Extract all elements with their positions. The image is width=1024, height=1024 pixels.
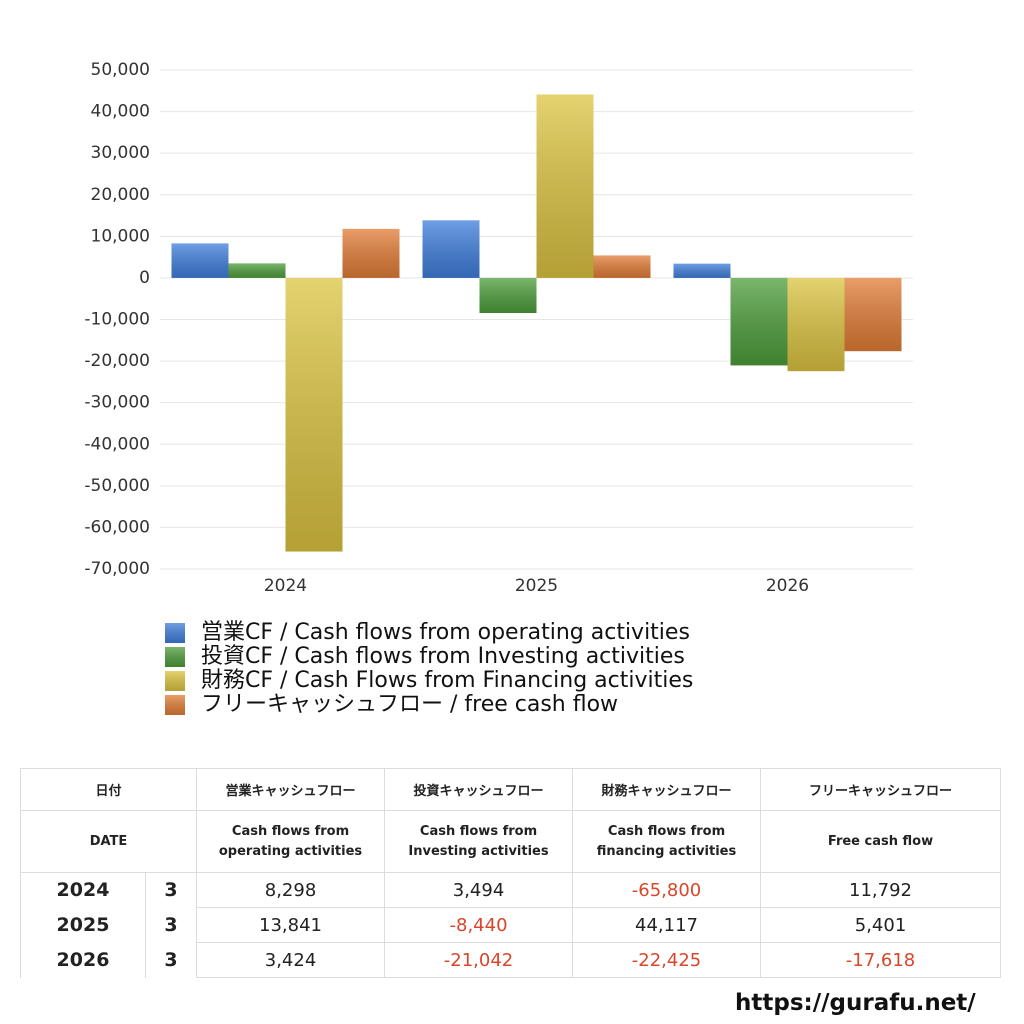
y-tick-label: 50,000 (91, 60, 150, 80)
legend-swatch-shade (165, 671, 185, 691)
table-row: 日付 営業キャッシュフロー 投資キャッシュフロー 財務キャッシュフロー フリーキャッシュ… (19, 768, 1002, 811)
table-cell: 5,401 (760, 907, 1002, 943)
bar-shade (844, 277, 902, 352)
table-cell: 日付 (19, 768, 198, 811)
y-tick-label: 0 (139, 268, 150, 288)
cell-text: Cash flows from financing activities (596, 823, 737, 859)
y-tick-label: 40,000 (91, 102, 150, 122)
y-tick-label: -30,000 (84, 393, 150, 413)
table-cell: 財務キャッシュフロー (572, 768, 762, 811)
legend-label: 営業CF / Cash flows from operating activit… (201, 620, 690, 645)
bar-shade (730, 277, 788, 366)
footer-url: https://gurafu.net/ (735, 990, 976, 1016)
legend-swatch-shade (165, 623, 185, 643)
table-cell: Free cash flow (760, 810, 1002, 873)
data-table: 日付 営業キャッシュフロー 投資キャッシュフロー 財務キャッシュフロー フリーキャッシュ… (19, 768, 1002, 978)
chart: 50,000 40,000 30,000 20,000 10,000 0 -10,000 -2… (84, 60, 913, 717)
table-cell: -65,800 (572, 872, 762, 908)
table-cell: 8,298 (196, 872, 386, 908)
x-tick-label: 2026 (766, 576, 809, 596)
table-cell: 2026 (20, 942, 146, 978)
y-tick-label: -60,000 (84, 517, 150, 537)
table-cell: 11,792 (760, 872, 1002, 908)
table-cell: -17,618 (760, 942, 1002, 978)
y-tick-label: -10,000 (84, 310, 150, 330)
table-cell: -22,425 (572, 942, 762, 978)
table-cell: DATE (19, 810, 198, 873)
bar-shade (673, 263, 731, 278)
x-tick-label: 2025 (515, 576, 558, 596)
table-cell: フリーキャッシュフロー (760, 768, 1002, 811)
y-tick-label: 10,000 (91, 226, 150, 246)
table-cell: 投資キャッシュフロー (384, 768, 574, 811)
legend-swatch-shade (165, 647, 185, 667)
bar-shade (422, 220, 480, 278)
cell-text: Free cash flow (827, 833, 934, 849)
bar-shade (536, 94, 594, 278)
table-cell: 2025 (20, 907, 146, 943)
legend-label: フリーキャッシュフロー / free cash flow (201, 692, 618, 717)
bar-shade (787, 277, 845, 372)
cell-text: Cash flows from operating activities (218, 823, 363, 859)
table-cell: 3 (144, 872, 198, 908)
bar-shade (342, 228, 400, 278)
table-cell: -21,042 (384, 942, 574, 978)
table-cell: 営業キャッシュフロー (196, 768, 386, 811)
table-cell: 44,117 (572, 907, 762, 943)
bar-shade (285, 277, 343, 552)
table-cell: 3 (144, 942, 198, 978)
cell-text: Cash flows from Investing activities (408, 823, 549, 859)
table-cell: 3,494 (384, 872, 574, 908)
table-cell: 3 (144, 907, 198, 943)
bar-shade (228, 263, 286, 278)
y-tick-label: -70,000 (84, 559, 150, 579)
y-tick-label: -50,000 (84, 476, 150, 496)
table-cell: 3,424 (196, 942, 386, 978)
bar-shade (593, 255, 651, 278)
bar-shade (479, 277, 537, 314)
x-tick-label: 2024 (264, 576, 307, 596)
legend-label: 投資CF / Cash flows from Investing activit… (201, 644, 685, 669)
table-cell: 13,841 (196, 907, 386, 943)
table-cell: Cash flows from Investing activities (384, 810, 574, 873)
table-cell: -8,440 (384, 907, 574, 943)
table-row: 2024 3 8,298 3,494 -65,800 11,792 (20, 872, 1002, 908)
legend-swatch-shade (165, 695, 185, 715)
table-cell: Cash flows from financing activities (572, 810, 762, 873)
bar-shade (171, 243, 229, 278)
table-row: 2025 3 13,841 -8,440 44,117 5,401 (20, 907, 1002, 943)
y-tick-label: -40,000 (84, 434, 150, 454)
y-tick-label: -20,000 (84, 351, 150, 371)
y-tick-label: 30,000 (91, 143, 150, 163)
y-tick-label: 20,000 (91, 185, 150, 205)
legend-label: 財務CF / Cash Flows from Financing activit… (201, 668, 693, 693)
table-row: DATE Cash flows from operating activities… (19, 810, 1002, 873)
table-cell: 2024 (20, 872, 146, 908)
table-row: 2026 3 3,424 -21,042 -22,425 -17,618 (20, 942, 1002, 978)
table-cell: Cash flows from operating activities (196, 810, 386, 873)
